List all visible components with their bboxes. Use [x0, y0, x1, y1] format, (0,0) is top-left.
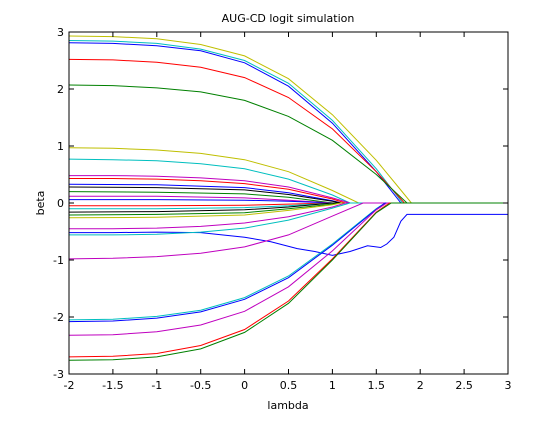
y-tick-label: -3	[53, 368, 64, 381]
x-tick-label: 0	[241, 379, 248, 392]
y-tick-label: 3	[57, 26, 64, 39]
series-line-22	[69, 202, 508, 236]
y-tick-label: 0	[57, 197, 64, 210]
series-line-23	[68, 202, 508, 260]
series-line-8	[69, 175, 508, 204]
series-line-26	[68, 202, 508, 336]
x-axis-ticks: -2 -1.5 -1 -0.5 0 0.5 1 1.5 2 2.5 3	[64, 32, 512, 392]
series-line-6	[68, 147, 508, 204]
x-tick-label: 0.5	[280, 379, 298, 392]
series-line-25	[68, 202, 508, 323]
y-tick-label: 1	[57, 140, 64, 153]
x-tick-label: 2.5	[455, 379, 473, 392]
y-axis-label: beta	[34, 191, 47, 216]
y-tick-label: -1	[53, 254, 64, 267]
series-line-1	[68, 35, 508, 204]
series-layer	[68, 35, 508, 361]
x-tick-label: 3	[505, 379, 512, 392]
series-line-7	[68, 158, 508, 204]
x-tick-label: -0.5	[190, 379, 211, 392]
x-axis-label: lambda	[267, 399, 308, 412]
series-line-5	[68, 84, 508, 204]
x-tick-label: -1	[151, 379, 162, 392]
y-tick-label: 2	[57, 83, 64, 96]
series-line-9	[69, 178, 508, 204]
series-line-28	[68, 202, 508, 361]
chart-title: AUG-CD logit simulation	[222, 12, 355, 25]
series-line-27	[68, 202, 508, 358]
x-tick-label: -2	[64, 379, 75, 392]
series-line-3	[68, 42, 508, 204]
y-axis-ticks: -3 -2 -1 0 1 2 3	[53, 26, 508, 381]
x-tick-label: 2	[417, 379, 424, 392]
y-tick-label: -2	[53, 311, 64, 324]
x-tick-label: -1.5	[102, 379, 123, 392]
x-tick-label: 1.5	[368, 379, 386, 392]
x-tick-label: 1	[329, 379, 336, 392]
series-line-20	[69, 202, 508, 230]
series-line-19	[68, 202, 508, 219]
